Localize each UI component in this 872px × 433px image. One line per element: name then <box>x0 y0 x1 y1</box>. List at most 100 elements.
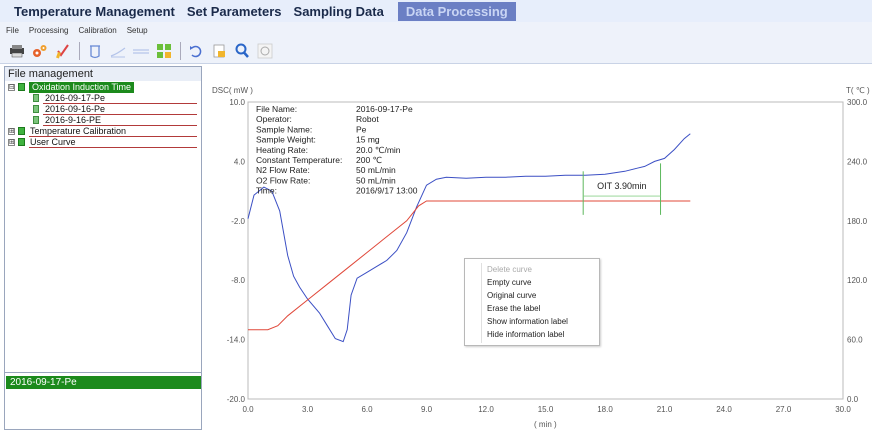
expand-icon[interactable]: ⊞ <box>8 139 15 146</box>
y-left-tick-label: -2.0 <box>231 217 245 226</box>
info-label-key: N2 Flow Rate: <box>256 165 310 175</box>
x-tick-label: 12.0 <box>478 405 494 414</box>
y-left-tick-label: -20.0 <box>227 395 246 404</box>
x-tick-label: 15.0 <box>538 405 554 414</box>
menu-item-show-info-label[interactable]: Show information label <box>487 317 568 326</box>
file-icon <box>33 94 39 102</box>
info-label-value: 15 mg <box>356 135 380 145</box>
folder-icon <box>18 138 25 146</box>
dsc-curve <box>247 133 691 343</box>
info-label-key: File Name: <box>256 104 297 114</box>
tab-temperature-management[interactable]: Temperature Management <box>14 3 175 19</box>
info-label-value: 2016-09-17-Pe <box>356 104 413 114</box>
menu-item-hide-info-label[interactable]: Hide information label <box>487 330 565 339</box>
x-tick-label: 9.0 <box>421 405 433 414</box>
zoom-icon[interactable] <box>233 42 251 60</box>
sample-holder-icon[interactable] <box>86 42 104 60</box>
y-right-tick-label: 120.0 <box>847 276 868 285</box>
x-tick-label: 30.0 <box>835 405 851 414</box>
x-tick-label: 24.0 <box>716 405 732 414</box>
baseline-icon[interactable] <box>109 42 127 60</box>
tree-item-oxidation-induction-time[interactable]: ⊟ Oxidation Induction Time <box>5 82 201 93</box>
menu-item-erase-label[interactable]: Erase the label <box>487 304 541 313</box>
gears-icon[interactable] <box>31 42 49 60</box>
temperature-curve <box>248 200 691 331</box>
tree-item-label: 2016-09-16-Pe <box>45 104 106 114</box>
x-tick-label: 21.0 <box>657 405 673 414</box>
toolbar <box>0 38 872 64</box>
y-left-tick-label: -8.0 <box>231 276 245 285</box>
y-right-tick-label: 0.0 <box>847 395 859 404</box>
tab-set-parameters[interactable]: Set Parameters <box>186 3 282 19</box>
info-label-value: Robot <box>356 114 379 124</box>
info-label-key: Sample Weight: <box>256 135 316 145</box>
plot-frame <box>247 101 844 400</box>
tree-item-label: User Curve <box>30 137 76 147</box>
context-menu-gutter <box>481 263 482 343</box>
expand-icon[interactable]: ⊞ <box>8 128 15 135</box>
file-management-panel: File management ⊟ Oxidation Induction Ti… <box>4 66 202 430</box>
top-tab-bar: Temperature Management Set Parameters Sa… <box>0 0 872 22</box>
grid-icon[interactable] <box>155 42 173 60</box>
menu-item-delete-curve[interactable]: Delete curve <box>487 265 532 274</box>
menu-item-original-curve[interactable]: Original curve <box>487 291 537 300</box>
dsc-chart[interactable]: DSC( mW ) T( ℃ ) ( min ) 0.0 3.0 6.0 9.0 12.… <box>212 66 872 433</box>
collapse-icon[interactable]: ⊟ <box>8 84 15 91</box>
tree-item-label: Temperature Calibration <box>30 126 127 136</box>
menu-setup[interactable]: Setup <box>126 25 148 35</box>
tree-item-file[interactable]: 2016-09-16-Pe <box>5 104 201 115</box>
pencil-check-icon[interactable] <box>54 42 72 60</box>
info-label-key: Constant Temperature: <box>256 155 342 165</box>
file-icon <box>33 116 39 124</box>
folder-icon <box>18 127 25 135</box>
menu-file[interactable]: File <box>6 25 19 35</box>
circle-icon[interactable] <box>256 42 274 60</box>
tree-item-file[interactable]: 2016-9-16-PE <box>5 115 201 126</box>
tree-item-label: 2016-09-17-Pe <box>45 93 106 103</box>
info-label-value: 50 mL/min <box>356 175 396 185</box>
undo-icon[interactable] <box>187 42 205 60</box>
file-tree: ⊟ Oxidation Induction Time 2016-09-17-Pe… <box>5 82 201 148</box>
tree-item-label: Oxidation Induction Time <box>29 82 135 93</box>
y-right-axis-label: T( ℃ ) <box>846 86 870 95</box>
toolbar-separator <box>180 41 181 60</box>
menu-processing[interactable]: Processing <box>28 25 69 35</box>
compare-icon[interactable] <box>132 42 150 60</box>
panel-divider <box>4 372 202 373</box>
info-label-value: 200 ℃ <box>356 155 383 165</box>
file-management-title: File management <box>5 67 201 81</box>
y-left-tick-label: 10.0 <box>229 98 245 107</box>
menu-item-empty-curve[interactable]: Empty curve <box>487 278 532 287</box>
x-tick-label: 0.0 <box>242 405 254 414</box>
y-right-tick-label: 300.0 <box>847 98 868 107</box>
tab-data-processing[interactable]: Data Processing <box>397 1 516 21</box>
document-icon[interactable] <box>210 42 228 60</box>
print-icon[interactable] <box>8 42 26 60</box>
tree-item-label: 2016-9-16-PE <box>45 115 102 125</box>
x-tick-label: 3.0 <box>302 405 314 414</box>
tab-sampling-data[interactable]: Sampling Data <box>293 3 384 19</box>
file-icon <box>33 105 39 113</box>
toolbar-separator <box>79 41 80 60</box>
oit-label: OIT 3.90min <box>597 181 646 191</box>
tree-item-temperature-calibration[interactable]: ⊞ Temperature Calibration <box>5 126 201 137</box>
x-axis-label: ( min ) <box>534 420 557 429</box>
info-label-key: Sample Name: <box>256 124 312 134</box>
x-tick-label: 18.0 <box>597 405 613 414</box>
tree-item-file[interactable]: 2016-09-17-Pe <box>5 93 201 104</box>
info-label-value: 50 mL/min <box>356 165 396 175</box>
context-menu: Delete curve Empty curve Original curve … <box>464 258 600 346</box>
selected-file-label[interactable]: 2016-09-17-Pe <box>6 376 201 389</box>
y-right-tick-label: 60.0 <box>847 336 863 345</box>
y-left-tick-label: 4.0 <box>234 157 246 166</box>
y-right-tick-label: 240.0 <box>847 157 868 166</box>
info-label-value: 20.0 ℃/min <box>356 145 401 155</box>
info-label-value: 2016/9/17 13:00 <box>356 186 418 196</box>
menu-calibration[interactable]: Calibration <box>78 25 117 35</box>
y-right-tick-label: 180.0 <box>847 217 868 226</box>
info-label-value: Pe <box>356 124 367 134</box>
dsc-chart-area[interactable]: DSC( mW ) T( ℃ ) ( min ) 0.0 3.0 6.0 9.0 12.… <box>212 66 872 433</box>
menu-bar: File Processing Calibration Setup <box>0 22 872 38</box>
tree-item-user-curve[interactable]: ⊞ User Curve <box>5 137 201 148</box>
x-tick-label: 27.0 <box>776 405 792 414</box>
